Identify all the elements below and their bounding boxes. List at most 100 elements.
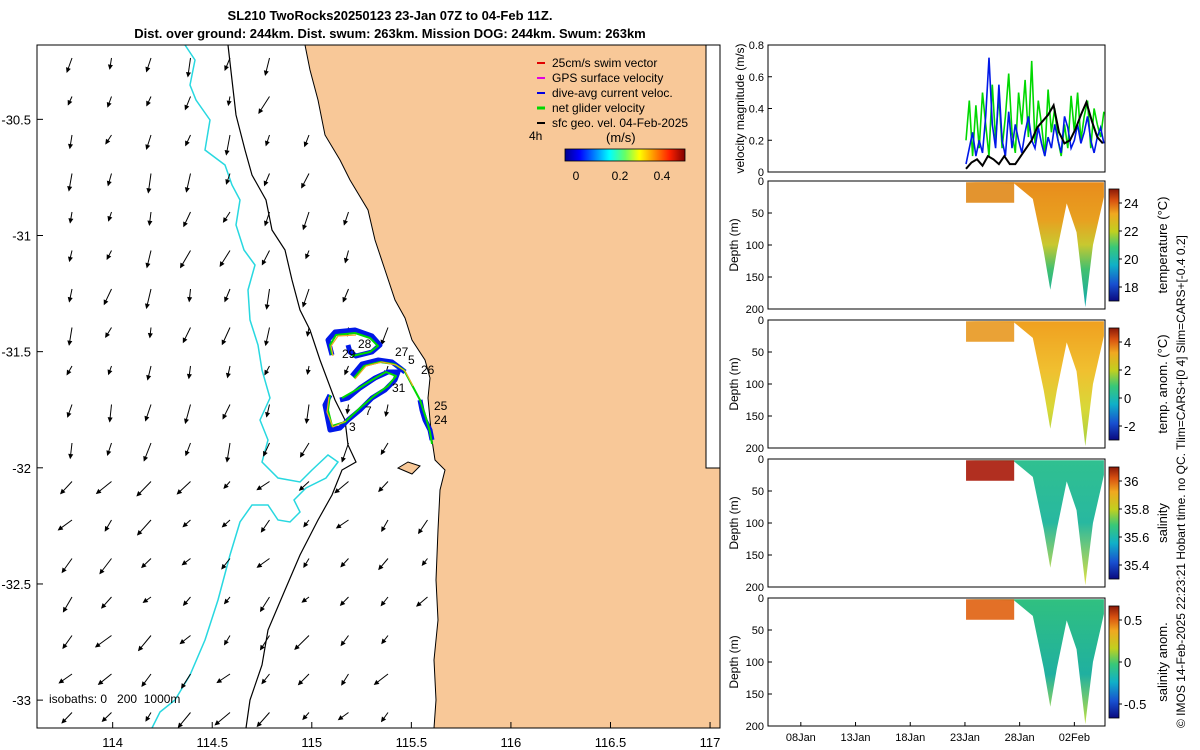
velocity-vector-head	[186, 373, 192, 380]
colorbar-tick-label: 0	[1124, 655, 1131, 670]
legend-entry: sfc geo. vel. 04-Feb-2025	[537, 116, 688, 130]
section-y-tick-label: 200	[746, 582, 764, 594]
map-x-tick-label: 117	[700, 735, 721, 750]
velocity-vector-head	[60, 488, 66, 495]
colorbar-tick-label: 35.4	[1124, 558, 1149, 573]
colorbar-tick-label: 0	[1124, 391, 1131, 406]
velocity-vector-head	[68, 143, 74, 150]
section-y-tick-label: 50	[752, 486, 764, 498]
velocity-vector-head	[261, 259, 267, 266]
velocity-vector-head	[380, 339, 386, 346]
velocity-vector-head	[66, 412, 72, 418]
velocity-vector-head	[344, 369, 349, 376]
map-x-tick-label: 115	[301, 735, 322, 750]
colorbar-tick-label: 35.8	[1124, 502, 1149, 517]
velocity-vector-head	[101, 716, 108, 723]
time-interval-label: 4h	[529, 129, 542, 143]
velocity-vector-head	[180, 262, 185, 269]
salinity-anomaly-panel: 0 50 100 150 200 Depth (m) -0.5 0 0.5 salinity an…	[727, 593, 1170, 744]
velocity-y-tick-label: 0	[758, 167, 764, 179]
velocity-vector-head	[62, 606, 68, 613]
velocity-vector-head	[297, 679, 304, 686]
velocity-vector-head	[224, 65, 229, 71]
velocity-vector-head	[381, 526, 386, 533]
velocity-vector-head	[146, 100, 151, 107]
legend-label: net glider velocity	[552, 101, 645, 115]
velocity-vector-head	[176, 489, 183, 495]
velocity-vector-head	[224, 296, 229, 303]
velocity-vector-head	[224, 149, 230, 156]
speed-colorbar-tick: 0.4	[654, 169, 671, 183]
map-legend: 25cm/s swim vector GPS surface velocity …	[529, 56, 688, 183]
velocity-vector-head	[337, 715, 344, 721]
colorbar-label: salinity	[1155, 503, 1170, 543]
velocity-vector-head	[67, 99, 73, 106]
section-colorbar	[1108, 188, 1120, 302]
velocity-vector-head	[100, 603, 107, 609]
velocity-vector-head	[380, 600, 386, 607]
velocity-vector-head	[105, 332, 110, 339]
colorbar-label: salinity anom.	[1155, 622, 1170, 701]
section-surface-layer	[966, 460, 1015, 481]
velocity-vector-head	[182, 522, 188, 528]
velocity-vector-head	[146, 374, 152, 381]
velocity-vector-head	[107, 215, 113, 222]
velocity-vector-head	[106, 180, 112, 187]
rottnest-island	[396, 461, 421, 475]
velocity-vector-head	[183, 221, 188, 228]
velocity-vector-head	[66, 369, 72, 376]
speed-colorbar-tick: 0	[573, 169, 580, 183]
section-y-tick-label: 200	[746, 443, 764, 455]
section-y-tick-label: 150	[746, 550, 764, 562]
temp-anomaly-panel: 0 50 100 150 200 Depth (m) -2 0 2 4 temp. anom. (°…	[727, 315, 1170, 455]
velocity-vector-head	[143, 455, 149, 462]
velocity-vector-head	[265, 411, 271, 418]
velocity-vector-head	[141, 562, 147, 569]
velocity-vector-head	[184, 187, 190, 193]
velocity-vector-head	[99, 568, 105, 575]
map-y-tick-label: -31.5	[1, 345, 31, 360]
velocity-vector-head	[67, 256, 73, 263]
section-y-tick-label: 50	[752, 347, 764, 359]
colorbar-label: temp. anom. (°C)	[1155, 334, 1170, 433]
section-y-tick-label: 50	[752, 625, 764, 637]
section-y-axis-label: Depth (m)	[727, 218, 741, 271]
velocity-vector-head	[147, 220, 153, 226]
colorbar-tick-label: 2	[1124, 363, 1131, 378]
day-label: 29	[342, 347, 356, 361]
colorbar-tick-label: -0.5	[1124, 697, 1146, 712]
section-y-tick-label: 150	[746, 272, 764, 284]
velocity-vector-head	[141, 681, 147, 687]
colorbar-tick-label: -2	[1124, 419, 1136, 434]
velocity-vector-head	[222, 413, 228, 420]
section-colorbar	[1108, 327, 1120, 441]
map-panel: 29 28 27 5 26 31 7 25 24 3 114 114.5 115 11…	[1, 44, 721, 750]
section-y-axis-label: Depth (m)	[727, 357, 741, 410]
day-label: 25	[434, 399, 448, 413]
colorbar-tick-label: 20	[1124, 252, 1138, 267]
velocity-vector-head	[221, 563, 227, 570]
section-data-fill	[966, 182, 1104, 308]
map-x-tick-label: 114.5	[196, 735, 228, 750]
velocity-vector-head	[421, 560, 427, 566]
velocity-vector-head	[340, 561, 346, 568]
velocity-y-tick-label: 0.8	[749, 40, 764, 52]
velocity-vector-head	[94, 642, 101, 648]
velocity-vector-head	[146, 188, 152, 194]
velocity-vector-head	[256, 485, 263, 491]
velocity-vector-head	[378, 564, 384, 571]
velocity-vector-head	[341, 456, 346, 463]
velocity-vector-head	[305, 369, 311, 376]
day-label: 5	[408, 353, 415, 367]
map-y-tick-label: -31	[12, 228, 31, 243]
velocity-vector-head	[105, 138, 111, 145]
velocity-y-axis-label: velocity magnitude (m/s)	[733, 43, 747, 173]
map-y-tick-label: -33	[12, 693, 31, 708]
velocity-series-line	[965, 57, 1105, 165]
velocity-vector-head	[68, 218, 74, 224]
section-data-fill	[966, 460, 1104, 586]
section-y-tick-label: 200	[746, 721, 764, 733]
track-line-orange	[326, 334, 414, 428]
